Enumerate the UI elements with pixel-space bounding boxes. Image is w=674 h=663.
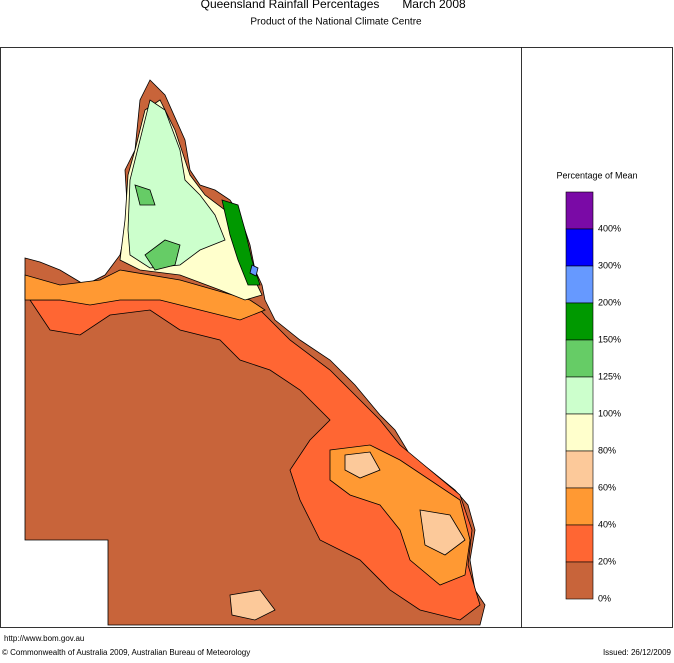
issued: Issued: 26/12/2009 (603, 648, 672, 657)
legend-label: 400% (598, 223, 621, 233)
legend-swatch (565, 487, 594, 526)
copyright: © Commonwealth of Australia 2009, Austra… (2, 648, 250, 657)
legend-swatch (565, 191, 594, 230)
legend-swatch (565, 413, 594, 452)
legend-label: 20% (598, 556, 616, 566)
legend-label: 40% (598, 519, 616, 529)
region-coast-150 (221, 199, 261, 286)
region-coast-200 (249, 264, 259, 277)
legend-label: 80% (598, 445, 616, 455)
legend-swatch (565, 228, 594, 267)
region-40-60 (24, 269, 266, 321)
url: http://www.bom.gov.au (4, 634, 84, 643)
legend-swatch (565, 302, 594, 341)
legend-label: 300% (598, 260, 621, 270)
legend-swatch (565, 265, 594, 304)
legend-label: 125% (598, 371, 621, 381)
frame (0, 47, 673, 628)
subtitle: Product of the National Climate Centre (250, 17, 422, 28)
period: March 2008 (402, 0, 466, 11)
legend-swatch (565, 339, 594, 378)
legend-label: 60% (598, 482, 616, 492)
title: Queensland Rainfall Percentages (201, 0, 380, 11)
legend-swatch (565, 524, 594, 563)
map (24, 79, 486, 626)
legend-label: 0% (598, 593, 611, 603)
region-cape-125-150 (134, 184, 181, 271)
region-60-80 (229, 451, 466, 621)
legend-label: 100% (598, 408, 621, 418)
legend-swatch (565, 561, 594, 600)
region-20-40 (29, 279, 481, 621)
legend-label: 150% (598, 334, 621, 344)
legend-label: 200% (598, 297, 621, 307)
legend-swatch (565, 450, 594, 489)
legend-title: Percentage of Mean (556, 170, 637, 180)
legend: 400% 300% 200% 150% 125% 100% 80% 60% 40% 20% 0% (565, 191, 621, 603)
legend-swatch (565, 376, 594, 415)
